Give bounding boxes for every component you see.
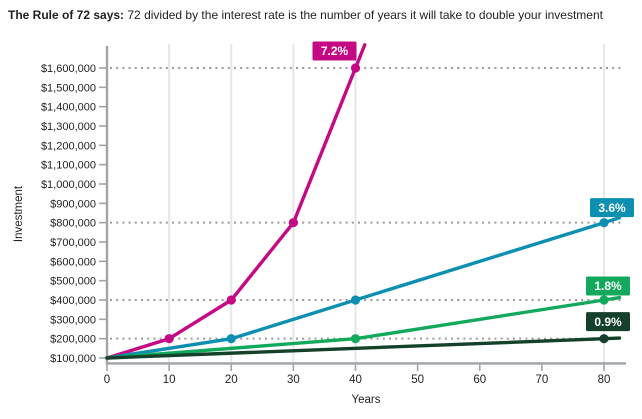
y-axis-tick-label: $800,000 <box>50 218 96 230</box>
series-point-0.9%-year-80 <box>599 334 609 344</box>
y-axis-title: Investment <box>13 185 25 242</box>
series-line-0.9% <box>105 336 622 360</box>
y-axis-tick-label: $1,200,000 <box>41 140 96 152</box>
y-axis-tick-label: $200,000 <box>50 334 96 346</box>
series-line-1.8% <box>105 295 622 360</box>
y-axis-tick-label: $400,000 <box>50 295 96 307</box>
x-axis-title: Years <box>352 394 381 406</box>
y-axis-tick-label: $1,300,000 <box>41 121 96 133</box>
y-axis-tick-label: $900,000 <box>50 198 96 210</box>
series-label-badge-0.9% <box>586 312 630 332</box>
series-line-7.2% <box>105 43 367 360</box>
series-point-7.2%-year-30 <box>288 218 298 228</box>
series-label-text-7.2%: 7.2% <box>321 44 349 58</box>
series-label-text-0.9%: 0.9% <box>594 315 622 329</box>
series-label-badge-1.8% <box>586 276 630 296</box>
series-point-1.8%-year-80 <box>599 295 609 305</box>
chart-title: The Rule of 72 says: 72 divided by the i… <box>8 8 638 22</box>
y-axis-tick-label: $1,400,000 <box>41 102 96 114</box>
y-axis-tick-label: $1,500,000 <box>41 82 96 94</box>
series-point-3.6%-year-40 <box>350 295 361 305</box>
x-axis-tick-label: 0 <box>104 374 110 386</box>
series-point-3.6%-year-20 <box>226 334 236 344</box>
x-axis-tick-label: 70 <box>535 374 548 386</box>
x-axis-tick-label: 50 <box>411 374 424 386</box>
series-label-badge-7.2% <box>312 41 357 61</box>
x-axis-tick-label: 80 <box>598 374 611 386</box>
y-axis-tick-label: $700,000 <box>50 237 96 249</box>
series-point-7.2%-year-40 <box>350 63 361 73</box>
y-axis-tick-label: $600,000 <box>50 256 96 268</box>
x-axis-tick-label: 10 <box>163 374 176 386</box>
x-axis-tick-label: 40 <box>349 374 362 386</box>
chart-title-bold: The Rule of 72 says: <box>8 8 125 22</box>
y-axis-tick-label: $1,600,000 <box>41 63 96 75</box>
series-label-badge-3.6% <box>590 198 634 218</box>
y-axis-tick-label: $500,000 <box>50 276 96 288</box>
chart-title-rest: 72 divided by the interest rate is the n… <box>124 8 603 22</box>
series-point-1.8%-year-40 <box>350 334 361 344</box>
series-point-7.2%-year-10 <box>164 334 174 344</box>
series-label-text-3.6%: 3.6% <box>598 201 626 215</box>
y-axis-tick-label: $300,000 <box>50 314 96 326</box>
y-axis-tick-label: $1,100,000 <box>41 160 96 172</box>
series-point-7.2%-year-20 <box>226 295 236 305</box>
series-point-3.6%-year-80 <box>599 218 609 228</box>
y-axis-tick-label: $1,000,000 <box>41 179 96 191</box>
x-axis-tick-label: 60 <box>473 374 486 386</box>
y-axis-tick-label: $100,000 <box>50 353 96 365</box>
series-label-text-1.8%: 1.8% <box>594 279 622 293</box>
x-axis-tick-label: 20 <box>225 374 238 386</box>
x-axis-tick-label: 30 <box>287 374 300 386</box>
